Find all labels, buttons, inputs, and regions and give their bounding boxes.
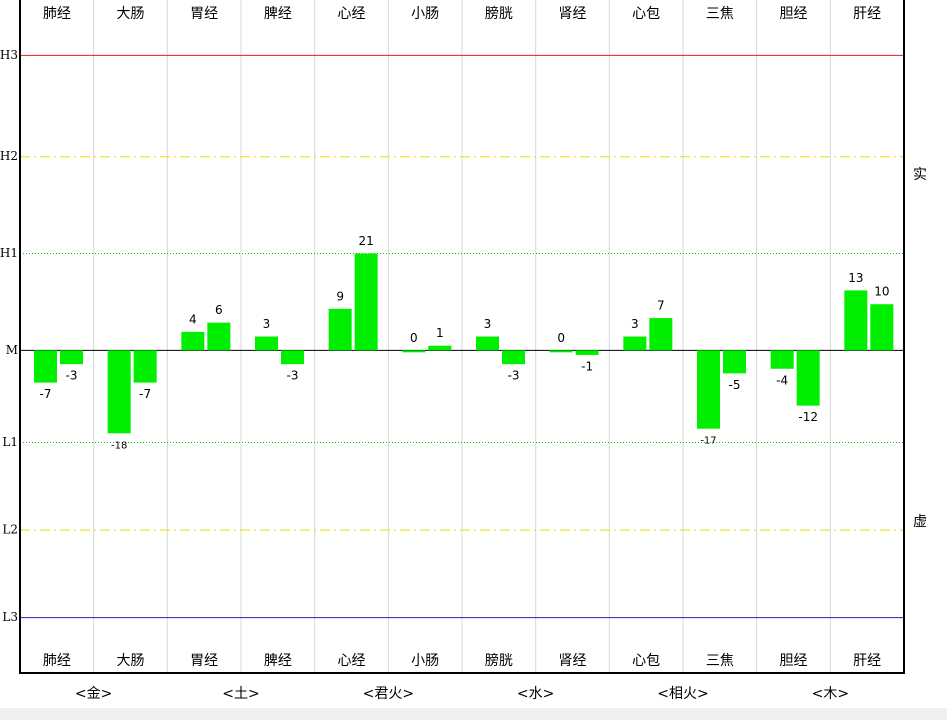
x-tick-label: 脾经 <box>264 6 292 22</box>
y-tick-label: L3 <box>2 610 18 624</box>
y-tick-label: H1 <box>0 246 18 260</box>
value-label: -12 <box>798 410 818 424</box>
x-tick-label: 膀胱 <box>485 5 513 22</box>
bar <box>402 350 426 353</box>
x-tick-label: 胃经 <box>190 653 218 669</box>
bar <box>796 350 820 406</box>
value-label: -4 <box>776 373 788 387</box>
bar <box>844 290 868 351</box>
value-label: -7 <box>40 387 52 401</box>
bar <box>770 350 794 369</box>
status-bar <box>0 708 947 720</box>
x-tick-label: 小肠 <box>411 6 439 22</box>
bar <box>60 350 83 365</box>
bar <box>281 350 304 365</box>
group-label: <水> <box>517 686 554 702</box>
x-tick-label: 心包 <box>632 6 660 22</box>
value-label: -3 <box>287 369 299 383</box>
value-label: 3 <box>263 317 271 331</box>
value-label: 6 <box>215 303 223 317</box>
x-tick-label: 大肠 <box>117 6 145 22</box>
x-tick-label: 肾经 <box>559 653 587 669</box>
value-label: -5 <box>729 378 741 392</box>
bar <box>723 350 746 374</box>
x-tick-label: 心经 <box>338 6 366 22</box>
y-tick-label: L1 <box>2 435 18 449</box>
y-tick-label: H2 <box>0 149 18 163</box>
side-label: 虚 <box>913 514 927 530</box>
bar <box>649 318 673 351</box>
bar <box>354 253 378 351</box>
x-tick-label: 肝经 <box>853 653 881 669</box>
group-label: <君火> <box>363 686 414 702</box>
y-tick-label: L2 <box>2 523 18 537</box>
value-label: 0 <box>557 331 565 345</box>
group-label: <木> <box>812 686 849 702</box>
value-label: -1 <box>581 359 593 373</box>
bar <box>502 350 525 365</box>
value-label: -3 <box>508 369 520 383</box>
x-tick-label: 三焦 <box>706 6 734 22</box>
x-tick-label: 胆经 <box>780 653 808 669</box>
x-tick-label: 肾经 <box>559 6 587 22</box>
value-label: 9 <box>336 289 344 303</box>
x-tick-label: 小肠 <box>411 653 439 669</box>
x-tick-label: 三焦 <box>706 653 734 669</box>
x-tick-label: 大肠 <box>117 653 145 669</box>
x-tick-label: 心经 <box>338 653 366 669</box>
group-label: <土> <box>222 686 259 702</box>
value-label: -18 <box>111 440 127 451</box>
y-tick-label: H3 <box>0 48 18 62</box>
bar <box>181 331 205 351</box>
side-label: 实 <box>913 167 927 183</box>
x-tick-label: 胃经 <box>190 6 218 22</box>
bar <box>255 336 278 351</box>
bar <box>34 350 57 383</box>
value-label: 3 <box>484 317 492 331</box>
x-tick-label: 膀胱 <box>485 652 513 669</box>
value-label: 3 <box>631 317 639 331</box>
bar <box>476 336 499 351</box>
value-label: 4 <box>189 312 197 326</box>
bar <box>207 322 231 351</box>
value-label: -17 <box>700 436 716 447</box>
x-tick-label: 胆经 <box>780 6 808 22</box>
x-tick-label: 脾经 <box>264 653 292 669</box>
y-tick-label: M <box>6 343 18 357</box>
group-label: <金> <box>75 686 112 702</box>
value-label: 0 <box>410 331 418 345</box>
x-tick-label: 肝经 <box>853 6 881 22</box>
value-label: 10 <box>874 285 889 299</box>
bar <box>623 336 647 351</box>
x-tick-label: 心包 <box>632 653 660 669</box>
bar <box>133 350 157 383</box>
group-label: <相火> <box>657 686 708 702</box>
value-label: 7 <box>657 299 665 313</box>
bar <box>549 350 573 353</box>
value-label: 21 <box>359 234 374 248</box>
value-label: 13 <box>848 271 863 285</box>
value-label: -7 <box>139 387 151 401</box>
value-label: -3 <box>66 369 78 383</box>
plot-border <box>19 0 905 674</box>
bar <box>428 345 452 351</box>
bar <box>575 350 599 355</box>
x-tick-label: 肺经 <box>43 653 71 669</box>
bar <box>870 304 894 351</box>
value-label: 1 <box>436 326 444 340</box>
x-tick-label: 肺经 <box>43 6 71 22</box>
bar <box>697 350 720 429</box>
bar <box>328 308 352 351</box>
bar <box>107 350 131 434</box>
